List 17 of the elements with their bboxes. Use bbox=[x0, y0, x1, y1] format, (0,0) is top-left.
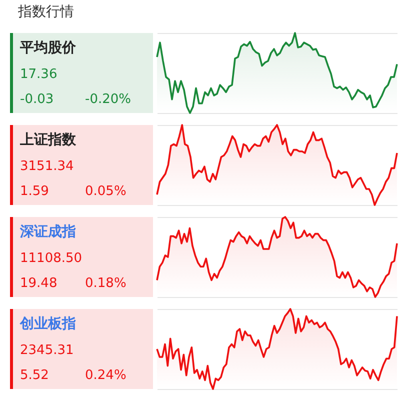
text: 指数行情 bbox=[17, 4, 74, 20]
text: 11108.50 bbox=[20, 251, 82, 266]
text: 深证成指 bbox=[19, 224, 76, 240]
text: 2345.31 bbox=[20, 343, 74, 358]
text: 平均股价 bbox=[19, 40, 77, 56]
text: 17.36 bbox=[20, 67, 58, 82]
text: 1.59 bbox=[20, 184, 49, 199]
text: 0.18% bbox=[85, 276, 126, 291]
text: -0.03 bbox=[20, 92, 54, 107]
text: 创业板指 bbox=[19, 316, 76, 332]
text: 上证指数 bbox=[19, 132, 77, 148]
text: 5.52 bbox=[20, 368, 49, 383]
text: 0.05% bbox=[85, 184, 126, 199]
text: 0.24% bbox=[85, 368, 126, 383]
text: 3151.34 bbox=[20, 159, 74, 174]
text: -0.20% bbox=[85, 92, 131, 107]
text: 19.48 bbox=[20, 276, 58, 291]
